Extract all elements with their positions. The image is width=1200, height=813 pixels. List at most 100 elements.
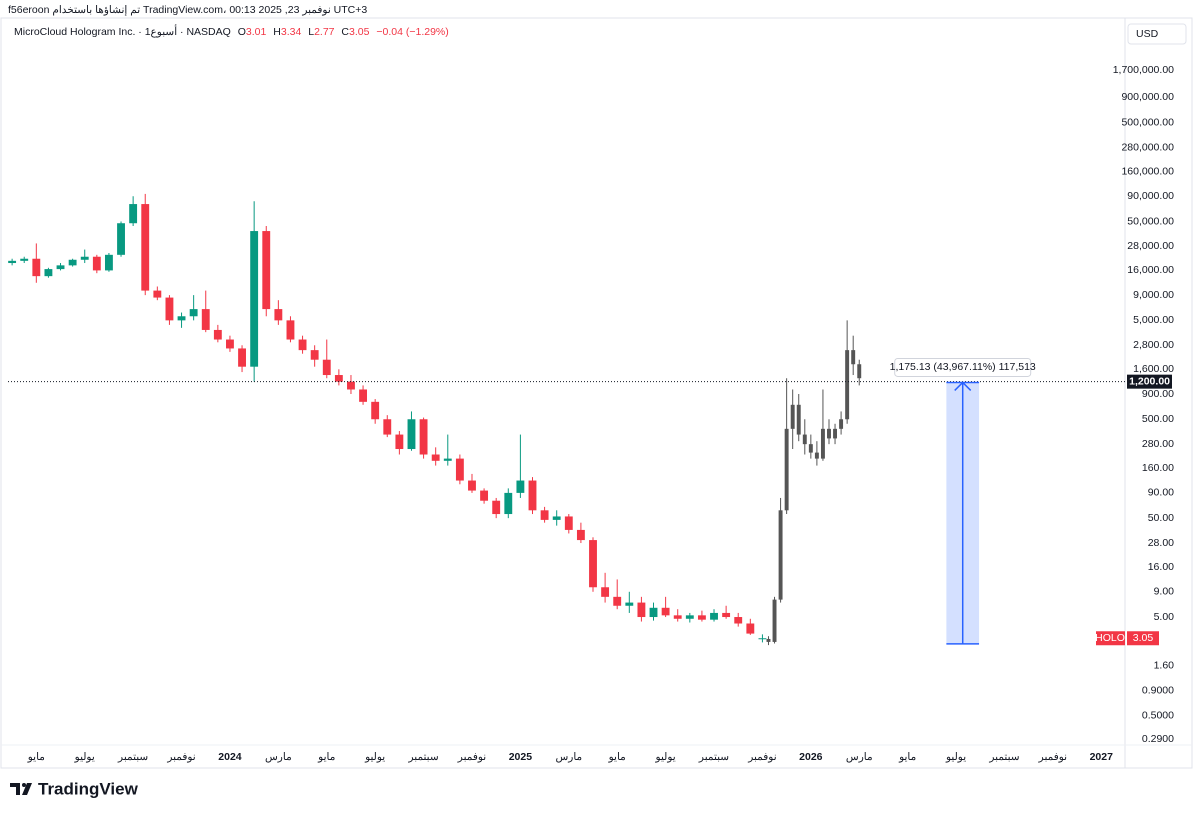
candle-body (165, 297, 174, 321)
x-tick-label: مايو (898, 751, 917, 763)
x-tick-label: نوفمبر (747, 751, 776, 763)
last-price-box (1127, 631, 1159, 646)
y-tick-label: 160,000.00 (1121, 165, 1174, 177)
x-tick-label: مايو (27, 751, 46, 763)
candle-body (104, 254, 113, 271)
candle-body (80, 256, 89, 260)
candle-body (44, 269, 53, 277)
candle-body (839, 419, 844, 429)
candle-body (814, 452, 819, 459)
candle-body (784, 428, 789, 511)
candle-body (552, 516, 561, 520)
candle-body (407, 419, 416, 450)
candle-body (827, 428, 831, 439)
candle-body (213, 329, 222, 340)
y-tick-label: 0.2900 (1142, 733, 1174, 745)
ohlc-value: 2.77 (314, 26, 335, 38)
candle-body (262, 231, 271, 310)
symbol-label-box (1096, 631, 1125, 646)
currency-box[interactable] (1127, 23, 1187, 45)
y-tick-label: 5.00 (1154, 611, 1175, 623)
brand: TradingView (38, 779, 139, 798)
candle-body (8, 260, 17, 264)
y-tick-label: 5,000.00 (1133, 314, 1174, 326)
x-tick-label: مايو (317, 751, 336, 763)
candle-body (395, 434, 404, 450)
x-tick-label: نوفمبر (457, 751, 486, 763)
measure-arrowhead (954, 381, 972, 391)
change: −0.04 (−1.29%) (376, 26, 448, 38)
candle-body (710, 612, 718, 620)
candle-body (56, 265, 65, 270)
x-tick-label: سبتمبر (698, 751, 729, 763)
candle-body (625, 602, 634, 606)
candle-body (766, 638, 771, 642)
y-tick-label: 90,000.00 (1127, 190, 1174, 202)
candle-body (189, 309, 198, 317)
candle-body (455, 458, 464, 481)
candle-body (359, 389, 368, 402)
candle-body (564, 516, 573, 530)
x-tick-label: مارس (265, 751, 292, 763)
candle-body (734, 617, 743, 624)
x-tick-label: سبتمبر (407, 751, 438, 763)
candle-body (68, 259, 77, 266)
price-line-label: 1,200.00 (1129, 375, 1170, 387)
chart-frame (0, 17, 1193, 769)
price-line-label-box (1127, 374, 1172, 389)
candle-body (226, 339, 234, 349)
y-tick-label: 500,000.00 (1121, 116, 1174, 128)
candle-body (758, 638, 767, 640)
y-tick-label: 16,000.00 (1127, 264, 1174, 276)
x-tick-label: 2026 (799, 751, 823, 763)
candle-body (468, 480, 476, 491)
x-tick-label: يوليو (655, 751, 676, 763)
x-tick-label: سبتمبر (988, 751, 1019, 763)
currency[interactable]: USD (1136, 28, 1159, 40)
candle-body (201, 309, 210, 330)
ohlc-key: O (238, 26, 246, 38)
candle-body (371, 401, 380, 420)
candle-body (141, 204, 150, 291)
candle-body (443, 458, 452, 461)
y-tick-label: 2,800.00 (1133, 339, 1174, 351)
candle-body (857, 364, 862, 379)
candle-body (177, 316, 186, 321)
x-tick-label: مايو (608, 751, 627, 763)
y-tick-label: 16.00 (1148, 561, 1174, 573)
candle-body (32, 258, 41, 277)
candle-body (851, 350, 856, 365)
logo-icon (10, 783, 32, 795)
candle-body (649, 607, 658, 618)
y-tick-label: 1,600.00 (1133, 363, 1174, 375)
measure-label: 1,175.13 (43,967.11%) 117,513 (890, 361, 1036, 373)
last-price-label: 3.05 (1133, 632, 1154, 644)
candle-body (833, 428, 838, 439)
candle-body (153, 290, 162, 298)
y-tick-label: 28,000.00 (1127, 240, 1174, 252)
ohlc-value: 3.01 (246, 26, 267, 38)
ohlc-key: H (273, 26, 281, 38)
candle-body (92, 256, 101, 271)
candle-body (286, 320, 295, 340)
y-tick-label: 0.5000 (1142, 710, 1174, 722)
candle-body (796, 404, 801, 435)
candle-body (516, 480, 525, 493)
candle-body (528, 480, 537, 511)
candle-body (117, 223, 125, 255)
candle-body (322, 359, 331, 376)
ohlc-key: L (308, 26, 314, 38)
candle-body (778, 510, 783, 600)
candle-body (310, 350, 319, 360)
candle-body (808, 444, 813, 453)
candle-body (601, 587, 610, 597)
ohlc-key: C (341, 26, 349, 38)
x-tick-label: يوليو (364, 751, 385, 763)
x-tick-label: 2024 (218, 751, 242, 763)
y-tick-label: 1.60 (1154, 660, 1175, 672)
y-tick-label: 50.00 (1148, 512, 1174, 524)
candle-body (334, 375, 343, 382)
x-tick-label: 2027 (1090, 751, 1114, 763)
candle-body (298, 339, 307, 351)
